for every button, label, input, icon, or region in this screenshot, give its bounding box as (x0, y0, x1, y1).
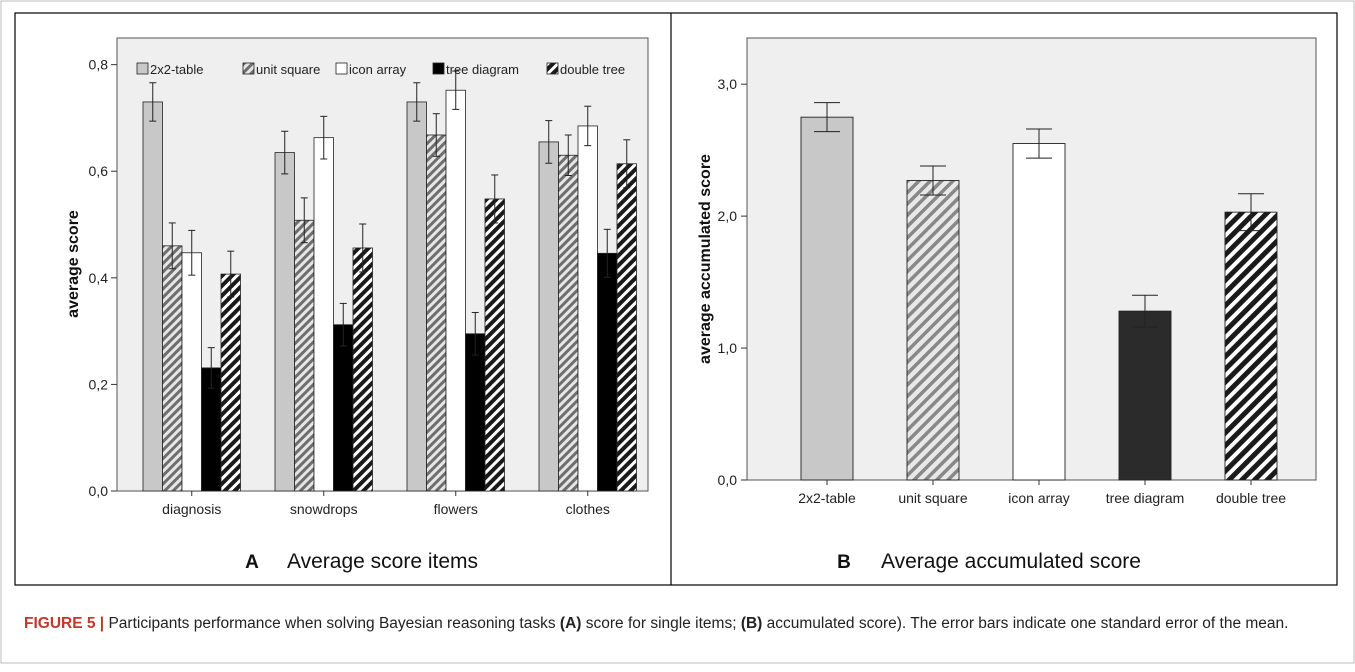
legend-a: 2x2-table unit square icon array tree diagr… (136, 62, 625, 77)
bar-diagnosis-2x2-table (142, 101, 163, 492)
bar-b-unit-square (906, 180, 960, 481)
legend-label-unit-square: unit square (256, 62, 320, 77)
panel-letter-a: A (245, 552, 259, 573)
y-tick-label-b-3: 3,0 (718, 76, 738, 92)
legend-swatch-icon-array (335, 62, 348, 75)
bar-b-2x2-table (800, 116, 854, 481)
x-tick-label-flowers: flowers (434, 501, 478, 517)
y-tick-label-a-0: 0,0 (89, 483, 109, 499)
panel-title-b: Average accumulated score (881, 550, 1141, 573)
bar-flowers-tree-diagram (465, 333, 486, 492)
legend-swatch-unit-square (242, 62, 255, 75)
x-tick-label-b-tree-diagram: tree diagram (1106, 490, 1185, 506)
panel-title-a: Average score items (287, 550, 478, 573)
y-tick-label-b-1: 1,0 (718, 340, 738, 356)
y-tick-label-a-2: 0,4 (89, 270, 109, 286)
caption-text-2: score for single items; (581, 615, 741, 632)
caption-bold-b: (B) (740, 615, 763, 632)
bar-snowdrops-tree-diagram (333, 324, 354, 492)
figure-label: FIGURE 5 | (24, 615, 105, 632)
y-axis-a: 0,0 0,2 0,4 0,6 0,8 (89, 57, 117, 499)
legend-label-icon-array: icon array (349, 62, 407, 77)
bar-flowers-double-tree (484, 198, 505, 492)
legend-label-tree-diagram: tree diagram (446, 62, 519, 77)
legend-label-2x2-table: 2x2-table (150, 62, 203, 77)
caption-text-1: Participants performance when solving Ba… (104, 615, 560, 632)
bars-b (800, 102, 1278, 481)
bar-snowdrops-unit-square (294, 219, 315, 492)
bar-b-tree-diagram (1118, 310, 1172, 481)
bar-flowers-2x2-table (406, 101, 427, 492)
panel-b: 0,0 1,0 2,0 3,0 2x2-table unit square icon ar… (697, 37, 1317, 573)
legend-swatch-double-tree (546, 62, 559, 75)
y-tick-label-b-2: 2,0 (718, 208, 738, 224)
x-tick-label-b-icon-array: icon array (1008, 490, 1069, 506)
x-tick-label-b-2x2-table: 2x2-table (798, 490, 856, 506)
y-axis-label-a: average score (65, 210, 82, 318)
bar-clothes-icon-array (577, 125, 598, 492)
bar-flowers-unit-square (426, 134, 447, 492)
bar-flowers-icon-array (445, 89, 466, 492)
bar-clothes-unit-square (558, 154, 579, 492)
y-tick-label-a-4: 0,8 (89, 57, 109, 73)
bar-snowdrops-2x2-table (274, 152, 295, 492)
bars-a (142, 70, 637, 492)
bar-b-icon-array (1012, 143, 1066, 481)
bar-diagnosis-double-tree (220, 273, 241, 492)
bar-snowdrops-double-tree (352, 247, 373, 492)
panel-a: 0,0 0,2 0,4 0,6 0,8 2x2-table unit square icon… (65, 37, 649, 573)
x-tick-label-snowdrops: snowdrops (290, 501, 358, 517)
x-tick-label-b-unit-square: unit square (898, 490, 967, 506)
y-axis-b: 0,0 1,0 2,0 3,0 (718, 76, 747, 488)
x-axis-a: diagnosis snowdrops flowers clothes (162, 491, 610, 517)
legend-label-double-tree: double tree (560, 62, 625, 77)
y-tick-label-a-1: 0,2 (89, 376, 109, 392)
bar-diagnosis-unit-square (162, 245, 183, 492)
y-tick-label-a-3: 0,6 (89, 163, 109, 179)
bar-clothes-tree-diagram (597, 252, 618, 492)
panels-border (14, 12, 1338, 586)
panel-letter-b: B (837, 552, 851, 573)
x-tick-label-diagnosis: diagnosis (162, 501, 221, 517)
caption-bold-a: (A) (559, 615, 582, 632)
bar-snowdrops-icon-array (313, 137, 334, 492)
x-tick-label-b-double-tree: double tree (1216, 490, 1286, 506)
bar-clothes-double-tree (616, 163, 637, 492)
bar-clothes-2x2-table (538, 141, 559, 492)
legend-swatch-tree-diagram (432, 62, 445, 75)
y-tick-label-b-0: 0,0 (718, 472, 738, 488)
y-axis-label-b: average accumulated score (697, 154, 714, 364)
legend-swatch-2x2-table (136, 62, 149, 75)
figure-caption: FIGURE 5 | Participants performance when… (24, 612, 1334, 635)
x-tick-label-clothes: clothes (566, 501, 610, 517)
bar-diagnosis-icon-array (181, 252, 202, 492)
bar-b-double-tree (1224, 211, 1278, 481)
caption-text-3: accumulated score). The error bars indic… (762, 615, 1289, 632)
x-axis-b: 2x2-table unit square icon array tree diagr… (798, 480, 1286, 506)
